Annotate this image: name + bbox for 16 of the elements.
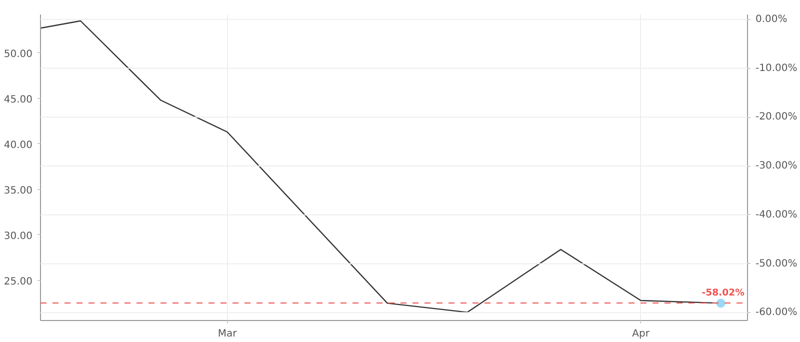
y-tick-label: 30.00: [4, 230, 33, 242]
y-tick-label: 35.00: [4, 185, 33, 196]
y2-tick-label: -40.00%: [756, 209, 798, 220]
ref-line-label: -58.02%: [702, 288, 746, 298]
y2-tick-label: 0.00%: [756, 14, 788, 25]
y2-tick-label: -10.00%: [756, 62, 798, 74]
x-tick-label: Apr: [632, 328, 650, 340]
y2-tick-label: -50.00%: [756, 258, 798, 270]
y2-tick-label: -30.00%: [756, 160, 798, 172]
y-tick-label: 50.00: [4, 48, 33, 60]
y-tick-label: 40.00: [4, 140, 33, 151]
y-tick-label: 45.00: [4, 94, 33, 106]
x-tick-label: Mar: [218, 328, 238, 340]
y2-tick-label: -60.00%: [756, 307, 798, 318]
y-tick-label: 25.00: [4, 276, 33, 288]
y2-tick-label: -20.00%: [756, 112, 798, 123]
